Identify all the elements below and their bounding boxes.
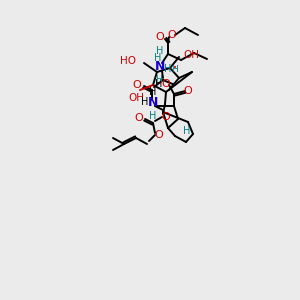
Text: H: H: [141, 97, 149, 107]
Text: H: H: [156, 46, 164, 56]
Text: H: H: [149, 111, 157, 121]
Text: O: O: [133, 80, 141, 90]
Text: O: O: [162, 112, 170, 122]
Text: H: H: [154, 53, 162, 63]
Text: OH: OH: [128, 93, 144, 103]
Text: OH: OH: [183, 50, 199, 60]
Text: H: H: [164, 64, 172, 74]
Text: N: N: [148, 97, 158, 110]
Text: H: H: [172, 65, 178, 74]
Text: H: H: [154, 76, 161, 85]
Text: O: O: [135, 113, 143, 123]
Text: HO: HO: [120, 56, 136, 66]
Text: O: O: [162, 79, 170, 89]
Text: N: N: [155, 59, 165, 73]
Text: O: O: [184, 86, 192, 96]
Text: O: O: [156, 32, 164, 42]
Text: O: O: [154, 130, 164, 140]
Text: •: •: [173, 65, 177, 71]
Text: H: H: [149, 87, 157, 97]
Text: O: O: [168, 30, 176, 40]
Text: H: H: [155, 79, 163, 89]
Text: H: H: [183, 126, 191, 136]
